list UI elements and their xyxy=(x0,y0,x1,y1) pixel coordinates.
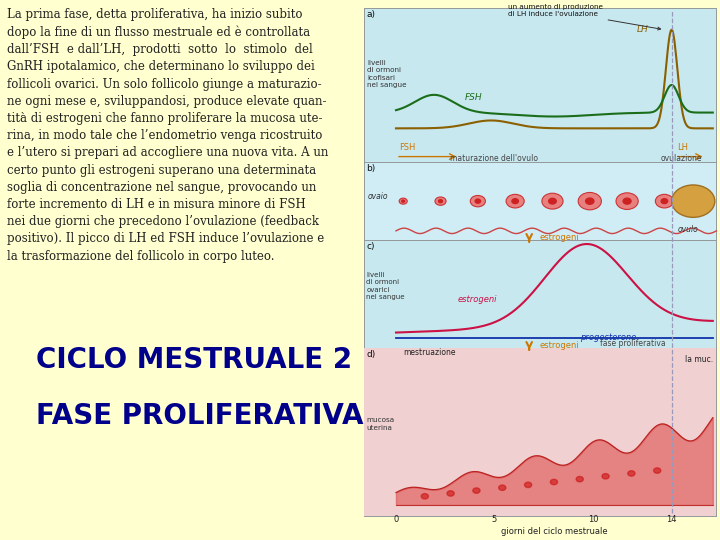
Circle shape xyxy=(447,491,454,496)
Circle shape xyxy=(585,198,594,204)
Circle shape xyxy=(628,471,635,476)
Circle shape xyxy=(473,488,480,493)
Text: livelli
di ormoni
icofisari
nel sangue: livelli di ormoni icofisari nel sangue xyxy=(367,60,407,89)
Circle shape xyxy=(578,192,601,210)
Circle shape xyxy=(661,199,667,204)
Text: b): b) xyxy=(366,164,376,173)
Circle shape xyxy=(623,198,631,204)
Text: estrogeni: estrogeni xyxy=(457,295,497,305)
Circle shape xyxy=(542,193,563,209)
Text: mucosa
uterina: mucosa uterina xyxy=(366,417,395,431)
Circle shape xyxy=(550,480,557,485)
Circle shape xyxy=(402,200,405,202)
Text: ovulo: ovulo xyxy=(678,225,698,234)
Text: c): c) xyxy=(366,242,375,252)
Text: giorni del ciclo mestruale: giorni del ciclo mestruale xyxy=(501,527,608,536)
Circle shape xyxy=(475,199,480,203)
Text: progesterone: progesterone xyxy=(580,333,636,342)
Text: CICLO MESTRUALE 2: CICLO MESTRUALE 2 xyxy=(36,346,352,374)
Bar xyxy=(364,8,716,162)
Circle shape xyxy=(576,476,583,482)
Text: FSH: FSH xyxy=(464,93,482,102)
Text: LH: LH xyxy=(678,143,688,152)
Circle shape xyxy=(438,200,443,202)
Circle shape xyxy=(602,474,609,479)
Text: 5: 5 xyxy=(492,515,497,524)
Text: LH: LH xyxy=(637,25,649,35)
Circle shape xyxy=(616,193,638,210)
Bar xyxy=(364,240,716,348)
Text: d): d) xyxy=(366,350,376,360)
Circle shape xyxy=(654,468,661,473)
Text: ovaio: ovaio xyxy=(367,192,387,201)
Bar xyxy=(364,162,716,240)
Text: 10: 10 xyxy=(588,515,598,524)
Text: maturazione dell'ovulo: maturazione dell'ovulo xyxy=(450,154,538,163)
Text: mestruazione: mestruazione xyxy=(403,348,456,357)
Text: la muc.: la muc. xyxy=(685,355,713,364)
Circle shape xyxy=(655,194,673,208)
Text: ovulazione: ovulazione xyxy=(661,154,702,163)
Bar xyxy=(364,348,716,516)
Text: estrogeni: estrogeni xyxy=(540,233,580,242)
Circle shape xyxy=(549,198,557,204)
Circle shape xyxy=(470,195,485,207)
Text: un aumento di produzione
di LH induce l'ovulazione: un aumento di produzione di LH induce l'… xyxy=(508,4,661,30)
Text: 14: 14 xyxy=(667,515,677,524)
Bar xyxy=(364,8,716,516)
Circle shape xyxy=(399,198,408,204)
Circle shape xyxy=(524,482,531,488)
Text: livelli
di ormoni
ovarici
nel sangue: livelli di ormoni ovarici nel sangue xyxy=(366,272,405,300)
Circle shape xyxy=(435,197,446,205)
Text: fase proliferativa: fase proliferativa xyxy=(600,339,665,348)
Text: FASE PROLIFERATIVA: FASE PROLIFERATIVA xyxy=(36,402,364,430)
Circle shape xyxy=(512,199,518,204)
Text: 0: 0 xyxy=(393,515,399,524)
Text: La prima fase, detta proliferativa, ha inizio subito
dopo la fine di un flusso m: La prima fase, detta proliferativa, ha i… xyxy=(7,8,328,262)
Text: FSH: FSH xyxy=(400,143,416,152)
Circle shape xyxy=(672,185,715,217)
Text: a): a) xyxy=(366,10,376,19)
Text: estrogeni: estrogeni xyxy=(540,341,580,350)
Circle shape xyxy=(421,494,428,499)
Circle shape xyxy=(506,194,524,208)
Bar xyxy=(364,348,716,516)
Circle shape xyxy=(499,485,506,490)
